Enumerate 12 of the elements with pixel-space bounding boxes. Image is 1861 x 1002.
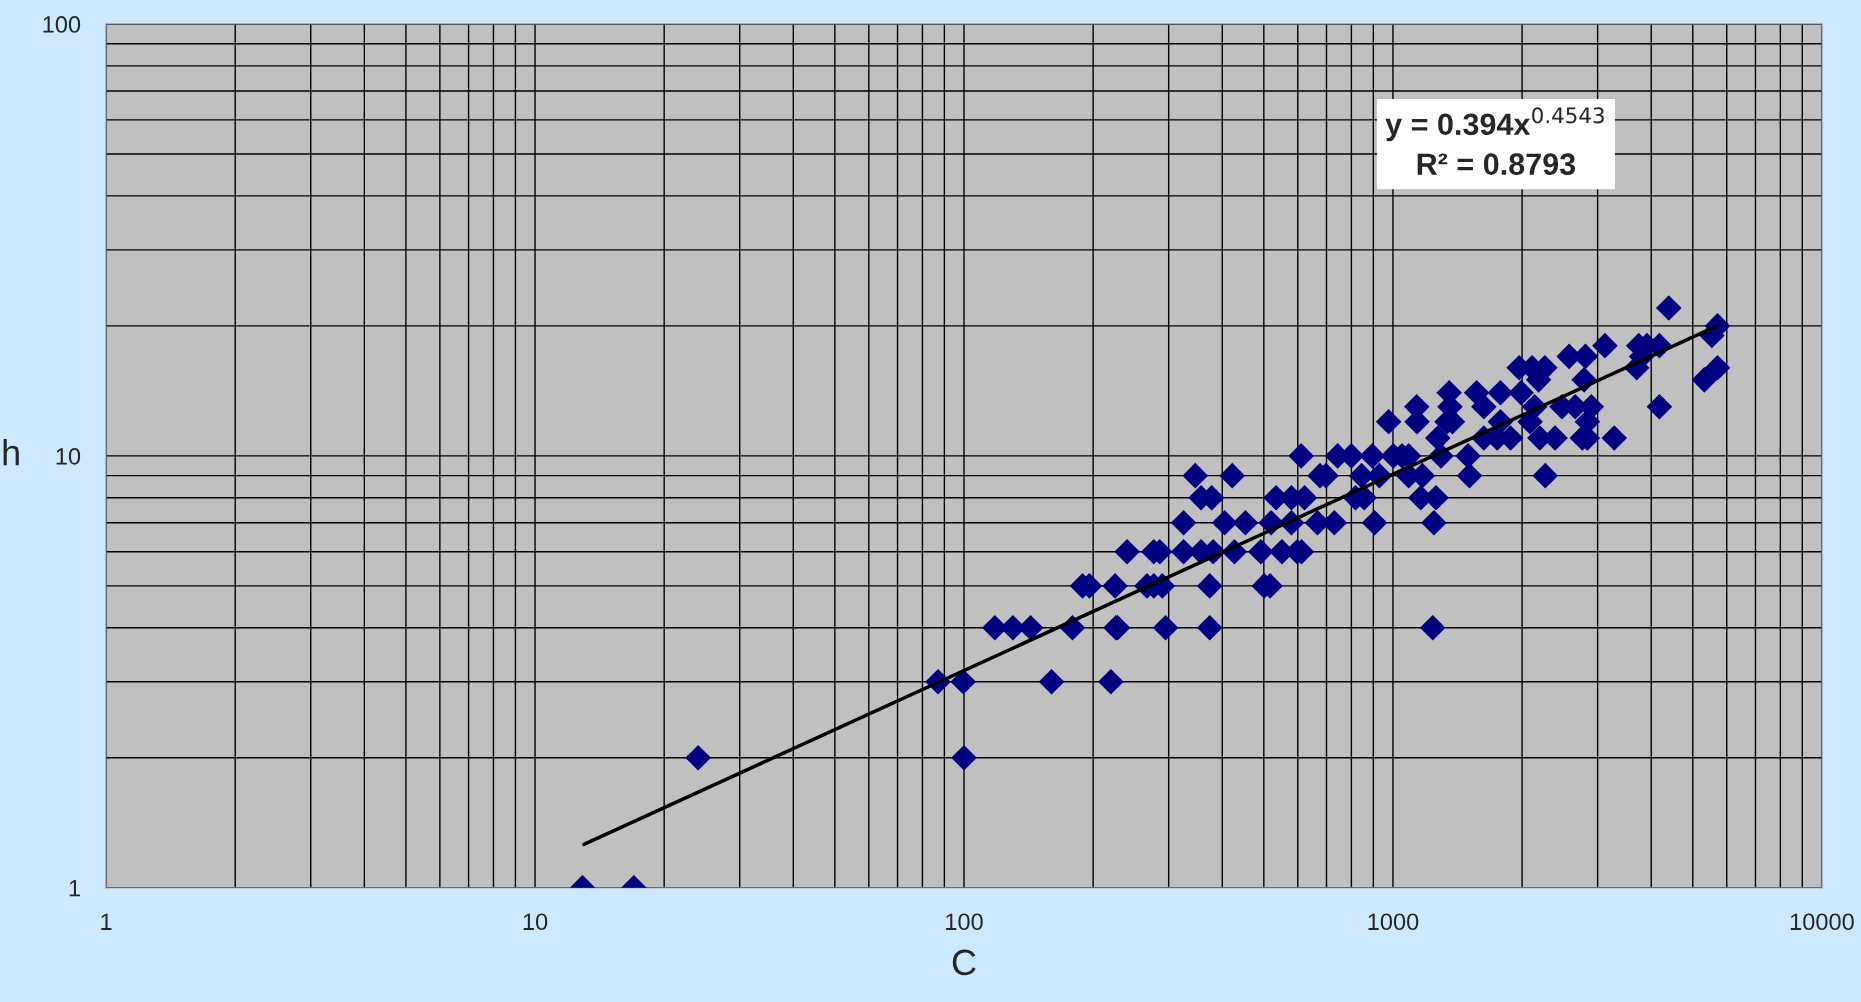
x-tick-label: 10000 [1790,913,1854,931]
y-tick-label: 10 [56,447,81,465]
x-tick-label: 1 [101,913,112,930]
y-tick-label: 1 [69,880,80,897]
y-tick-label: 100 [43,16,81,33]
annotation: y = 0.394x$^{0.4543}$ [1385,107,1604,142]
x-axis-title: C [952,949,976,976]
annotation: R² = 0.8793 [1417,153,1576,175]
x-tick-label: 1000 [1368,913,1419,931]
x-tick-label: 10 [523,913,548,931]
y-axis-title: h [3,439,19,466]
x-tick-label: 100 [946,913,983,931]
